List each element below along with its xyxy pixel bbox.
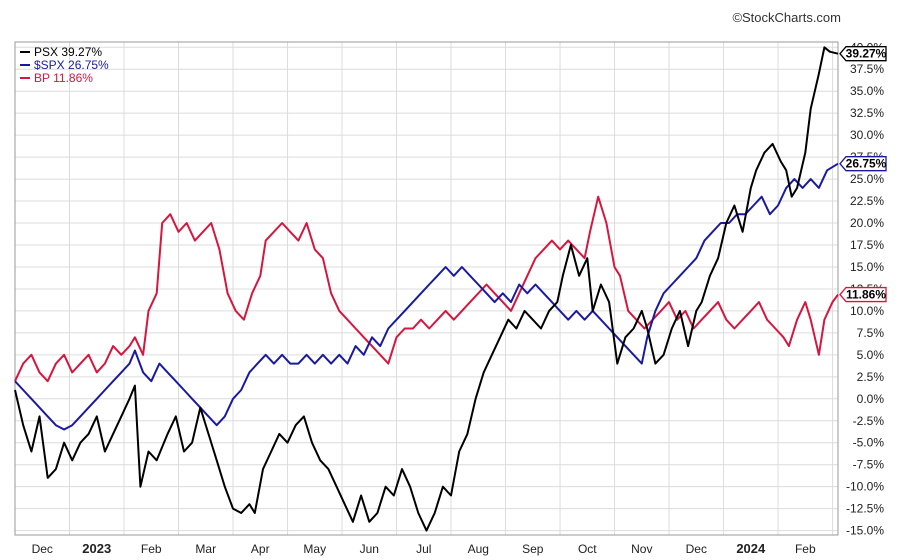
end-label-text: 26.75% [846, 157, 887, 171]
y-tick-label: 0.0% [857, 392, 885, 406]
y-tick-label: 10.0% [850, 304, 884, 318]
x-tick-label: Oct [578, 542, 597, 556]
x-axis: Dec 2023 Feb Mar Apr May Jun Jul Aug Sep Oct Nov Dec… [32, 541, 816, 556]
y-tick-label: 5.0% [857, 348, 885, 362]
series-layer [14, 46, 839, 532]
legend-label-psx: PSX 39.27% [34, 45, 102, 59]
y-tick-label: 7.5% [857, 326, 885, 340]
chart-legend: PSX 39.27%$SPX 26.75%BP 11.86% [20, 45, 109, 85]
x-tick-label: Feb [795, 542, 816, 556]
x-tick-label: May [303, 542, 326, 556]
x-tick-label: Feb [141, 542, 162, 556]
series-line-spx [14, 162, 839, 431]
x-tick-label: Jul [416, 542, 431, 556]
chart-grid [14, 42, 838, 535]
y-tick-label: 35.0% [850, 84, 884, 98]
x-tick-label: Dec [32, 542, 53, 556]
y-tick-label: 15.0% [850, 260, 884, 274]
legend-label-bp: BP 11.86% [34, 71, 93, 85]
x-tick-label: Nov [631, 542, 652, 556]
stockcharts-credit: ©StockCharts.com [732, 10, 841, 25]
y-tick-label: -5.0% [853, 436, 885, 450]
plot-frame [14, 41, 839, 536]
y-tick-label: 25.0% [850, 172, 884, 186]
end-label-spx: 26.75% [839, 156, 887, 172]
y-tick-label: -2.5% [853, 414, 885, 428]
y-tick-label: -12.5% [846, 502, 884, 516]
y-tick-label: 17.5% [850, 238, 884, 252]
y-tick-label: 22.5% [850, 194, 884, 208]
y-tick-label: 32.5% [850, 106, 884, 120]
y-tick-label: -15.0% [846, 524, 884, 538]
y-tick-label: 2.5% [857, 370, 885, 384]
x-tick-label: Apr [251, 542, 270, 556]
end-label-text: 39.27% [846, 47, 887, 61]
x-tick-label: Jun [360, 542, 379, 556]
y-tick-label: -7.5% [853, 458, 885, 472]
series-line-bp [14, 195, 839, 383]
end-label-bp: 11.86% [839, 286, 887, 303]
x-tick-label: Mar [195, 542, 216, 556]
end-label-box [839, 156, 887, 172]
legend-label-spx: $SPX 26.75% [34, 58, 109, 72]
end-label-text: 11.86% [846, 288, 886, 302]
x-tick-label: Aug [468, 542, 489, 556]
end-label-box [839, 46, 887, 62]
x-tick-label: 2023 [82, 541, 111, 556]
x-tick-label: Sep [522, 542, 544, 556]
series-line-psx [14, 46, 839, 532]
x-tick-label: Dec [686, 542, 707, 556]
y-tick-label: -10.0% [846, 480, 884, 494]
y-tick-label: 37.5% [850, 62, 884, 76]
x-tick-label: 2024 [736, 541, 766, 556]
y-tick-label: 30.0% [850, 128, 884, 142]
y-tick-label: 20.0% [850, 216, 884, 230]
end-labels: 39.27% 26.75% 11.86% [839, 46, 887, 303]
end-label-box [839, 286, 887, 303]
end-label-psx: 39.27% [839, 46, 887, 62]
